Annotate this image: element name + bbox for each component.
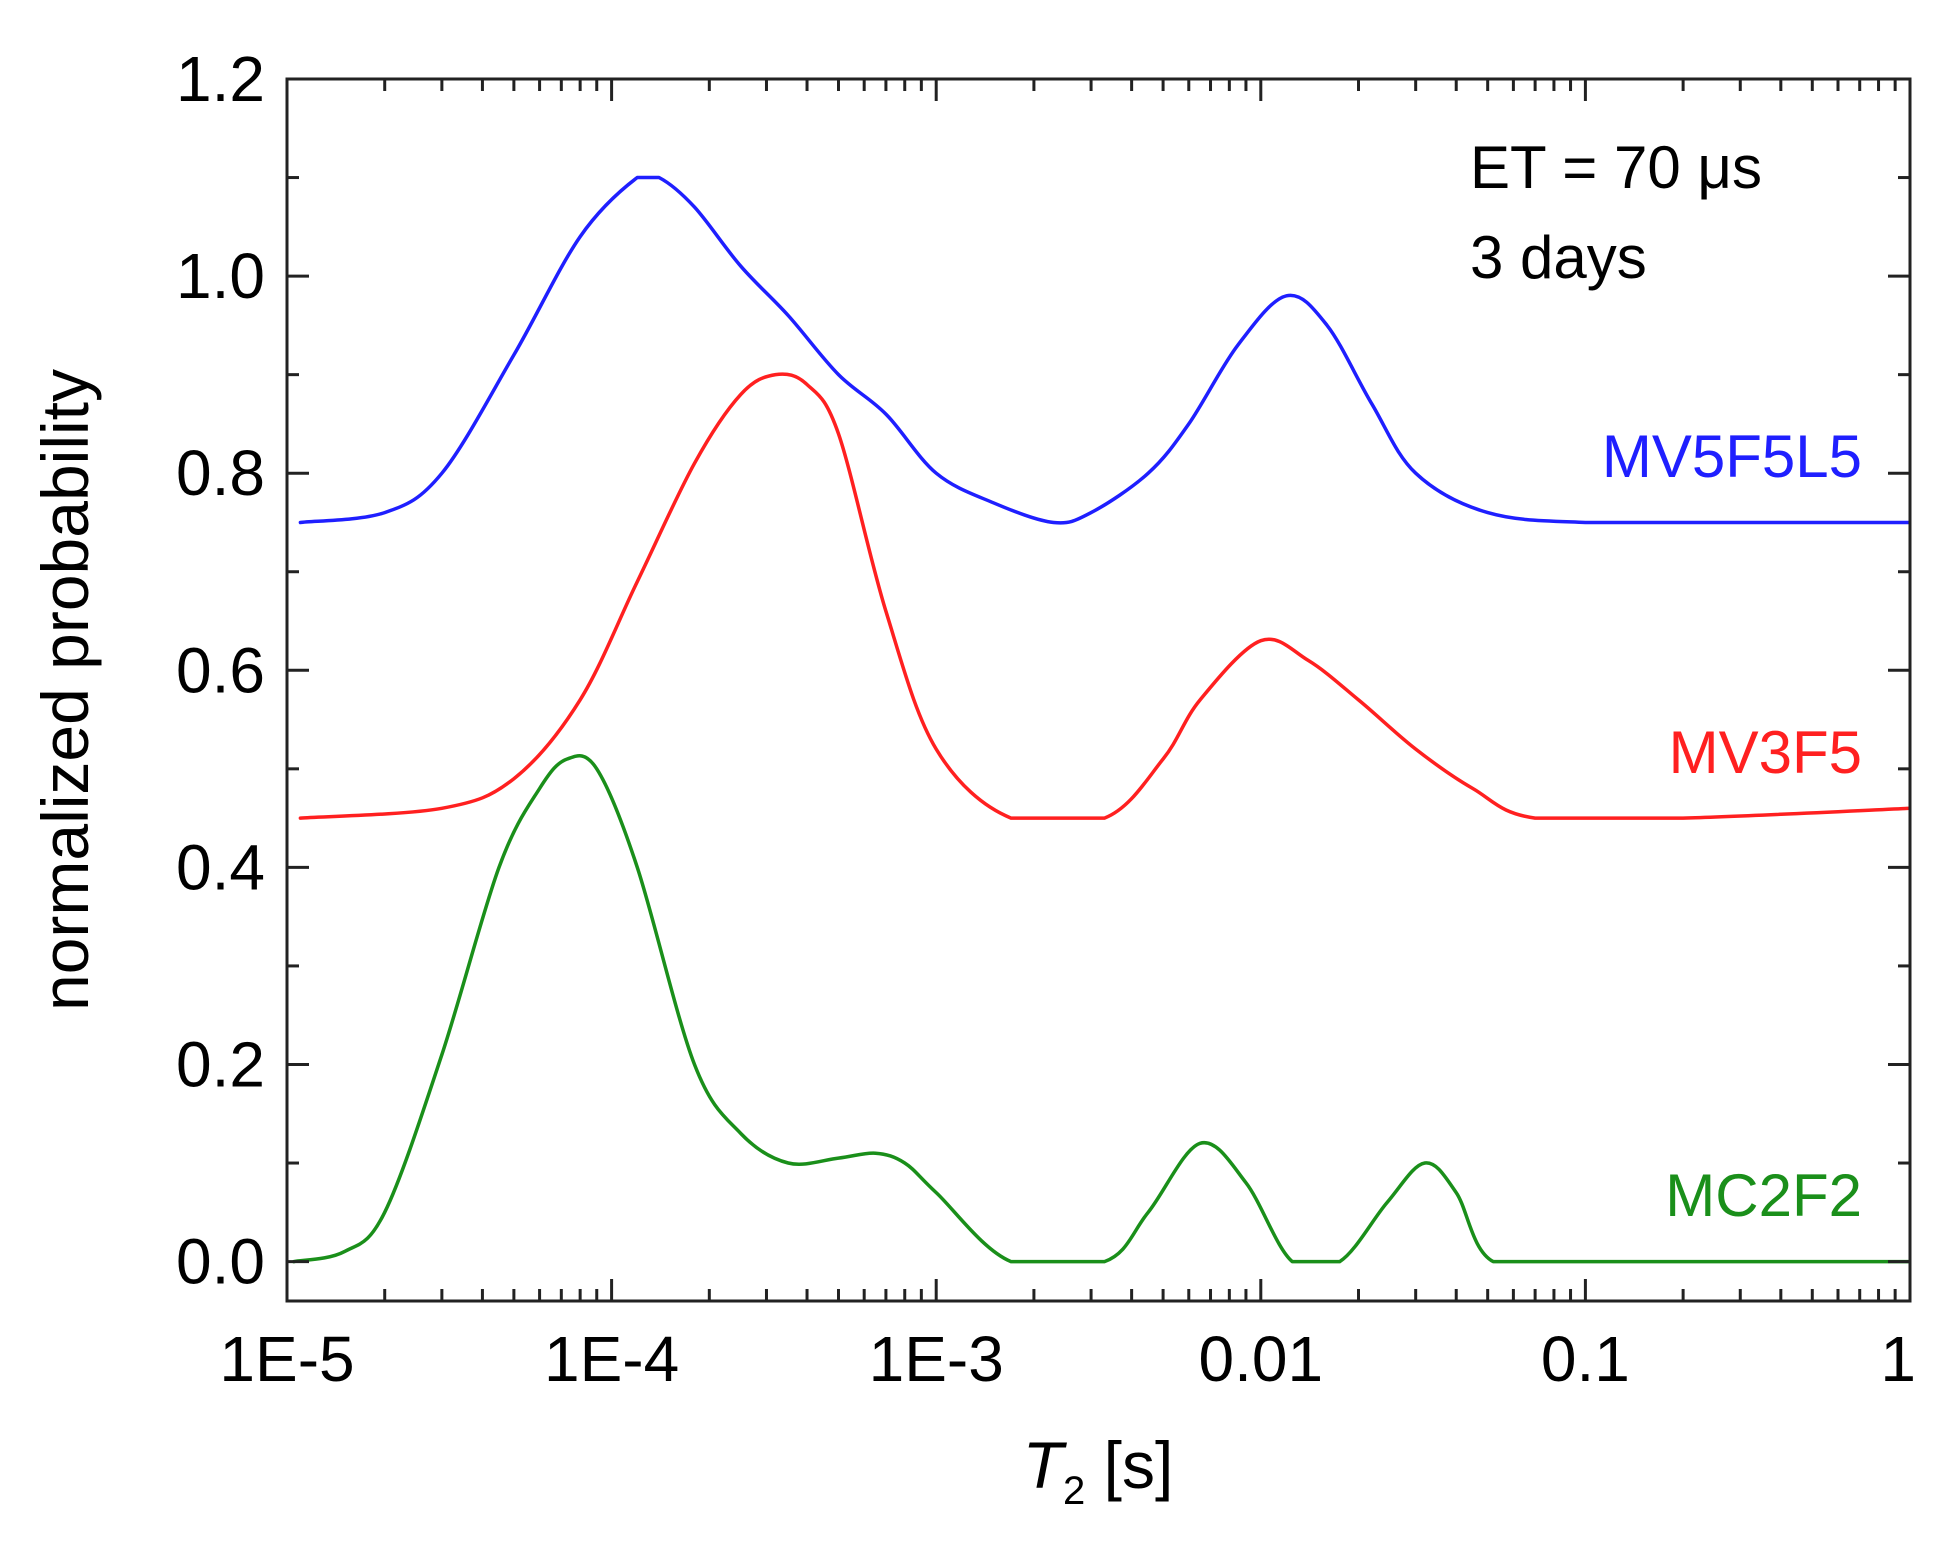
- series-line-mv3f5: [298, 372, 1910, 820]
- y-tick-label: 0.4: [176, 831, 265, 903]
- series-line-mv5f5l5: [298, 175, 1910, 525]
- plot-frame: [285, 77, 1912, 1303]
- series-labels: MV5F5L5 MV3F5 MC2F2: [1602, 423, 1862, 1229]
- y-tick-label: 0.8: [176, 437, 265, 509]
- y-axis-title: normalized probability: [28, 369, 102, 1011]
- x-tick-label: 1E-5: [219, 1323, 354, 1395]
- x-axis-title-subscript: 2: [1063, 1469, 1085, 1513]
- x-tick-label: 1: [1880, 1323, 1916, 1395]
- x-tick-label: 0.1: [1541, 1323, 1630, 1395]
- x-tick-label: 1E-4: [544, 1323, 679, 1395]
- y-tick-label: 0.0: [176, 1226, 265, 1298]
- annotation-duration: 3 days: [1470, 224, 1647, 291]
- x-axis: 1E-5 1E-4 1E-3 0.01 0.1 1: [219, 79, 1916, 1395]
- x-tick-label: 1E-3: [869, 1323, 1004, 1395]
- annotation-echo-time: ET = 70 μs: [1470, 134, 1762, 201]
- x-axis-title-symbol: T: [1023, 1428, 1068, 1502]
- series-line-mc2f2: [292, 754, 1910, 1264]
- series-label-mv5f5l5: MV5F5L5: [1602, 423, 1862, 490]
- y-tick-label: 0.6: [176, 634, 265, 706]
- y-tick-label: 1.2: [176, 43, 265, 115]
- x-tick-label: 0.01: [1199, 1323, 1324, 1395]
- y-axis: 0.0 0.2 0.4 0.6 0.8 1.0 1.2: [176, 43, 1910, 1298]
- series-label-mv3f5: MV3F5: [1669, 719, 1862, 786]
- y-tick-label: 1.0: [176, 240, 265, 312]
- series-label-mc2f2: MC2F2: [1665, 1162, 1862, 1229]
- series-layer: [292, 175, 1910, 1264]
- x-axis-title-unit: [s]: [1085, 1428, 1173, 1502]
- y-tick-label: 0.2: [176, 1028, 265, 1100]
- x-axis-title: T2 [s]: [1023, 1428, 1174, 1513]
